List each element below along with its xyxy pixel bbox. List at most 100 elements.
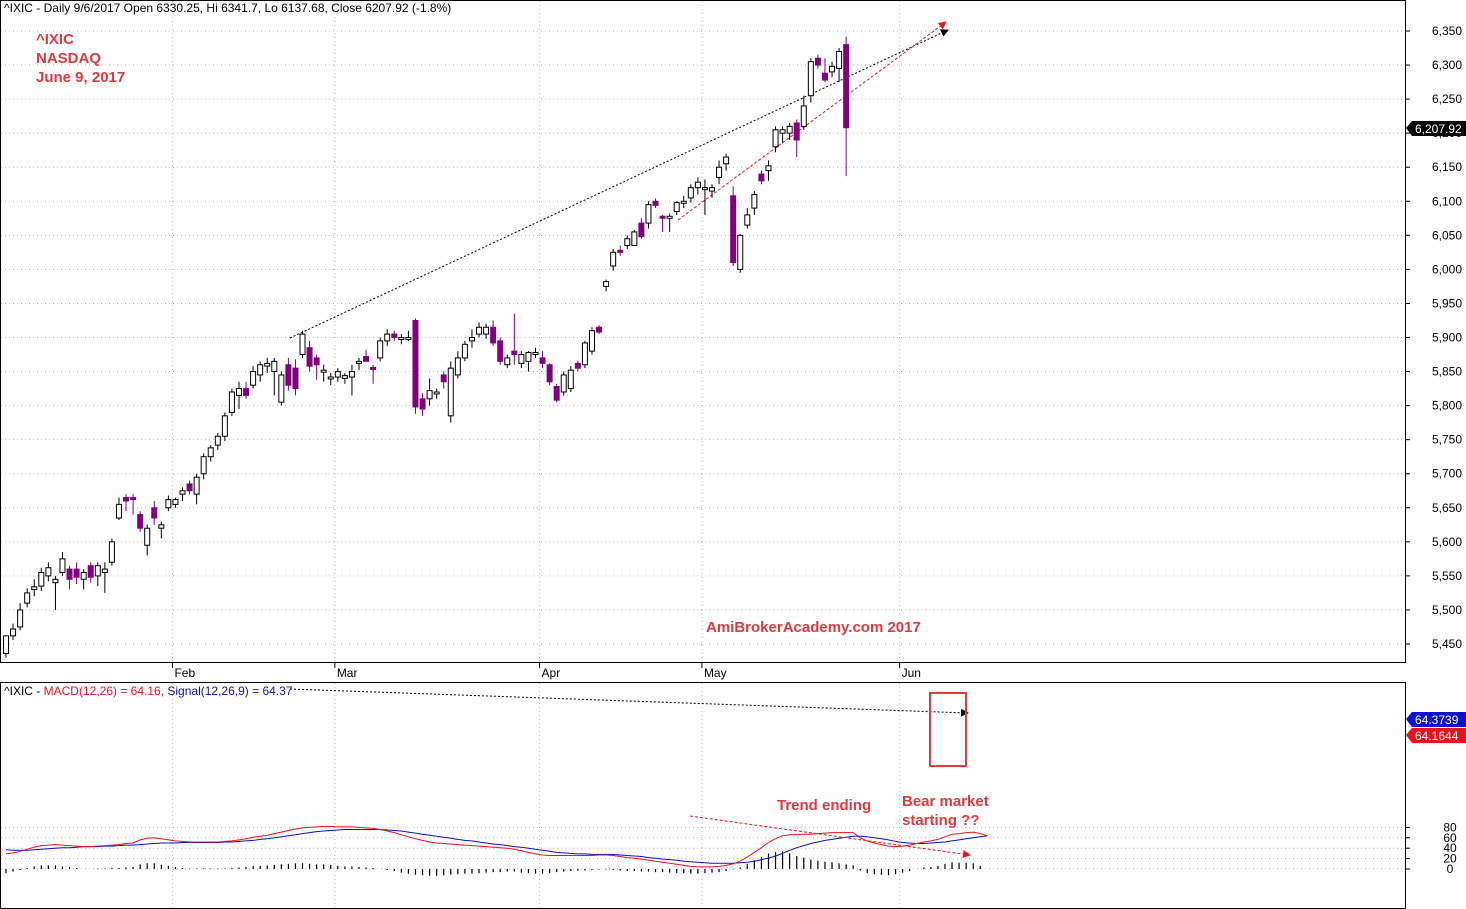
candle-body	[179, 490, 186, 495]
candle	[45, 562, 52, 582]
candlestick-series	[3, 36, 850, 658]
candle	[581, 340, 588, 369]
candle	[172, 497, 179, 508]
last-price-value: 6,207.92	[1415, 122, 1462, 136]
price-tick-label: 6,300	[1432, 58, 1462, 72]
candle-body	[115, 503, 122, 519]
candle	[624, 235, 631, 249]
candle-body	[59, 558, 66, 573]
candle	[123, 494, 130, 512]
candle-body	[829, 65, 836, 73]
candle	[66, 565, 73, 590]
candle	[243, 381, 250, 399]
candle	[694, 177, 701, 195]
candle-body	[539, 357, 546, 364]
candle-body	[483, 326, 490, 335]
candle	[701, 179, 708, 215]
candle-body	[617, 249, 624, 253]
candle	[144, 524, 151, 556]
macd-line	[5, 825, 988, 868]
candle-body	[200, 456, 207, 475]
long-trend-line	[289, 29, 949, 339]
candle	[504, 354, 511, 369]
candle-body	[334, 371, 341, 378]
candle-body	[701, 187, 708, 191]
candle	[398, 334, 405, 345]
candle	[631, 229, 638, 247]
candle-body	[673, 202, 680, 212]
candle-body	[278, 374, 285, 403]
candle	[836, 48, 843, 83]
price-tick-label: 5,450	[1432, 637, 1462, 651]
candle-body	[45, 567, 52, 577]
month-label: Apr	[542, 666, 561, 680]
candle-body	[532, 351, 539, 356]
candle	[271, 357, 278, 396]
candle-body	[567, 369, 574, 390]
price-tick-label: 6,100	[1432, 194, 1462, 208]
macd-tick-label: 20	[1443, 852, 1457, 866]
candle	[235, 381, 242, 410]
candle-body	[807, 61, 814, 97]
candle-body	[363, 356, 370, 362]
signal-value: 64.3739	[1415, 713, 1459, 727]
candle	[709, 184, 715, 198]
candle	[370, 364, 377, 384]
candle-body	[123, 497, 130, 502]
candle-body	[645, 204, 652, 224]
candle	[560, 371, 567, 396]
candle-body	[525, 351, 532, 362]
candle-body	[137, 514, 144, 529]
candle-body	[652, 200, 659, 206]
candle-body	[843, 44, 850, 129]
candle	[468, 329, 475, 348]
index-annotation: NASDAQ	[36, 50, 101, 67]
candle	[115, 497, 122, 521]
candle	[829, 61, 836, 78]
candle-body	[518, 354, 525, 364]
candle	[200, 453, 207, 480]
candle-body	[52, 578, 59, 584]
candle	[334, 368, 341, 382]
candle	[193, 473, 200, 505]
date-annotation: June 9, 2017	[36, 69, 125, 86]
price-tick-label: 5,800	[1432, 399, 1462, 413]
candle	[807, 58, 814, 103]
month-axis: Feb Mar Apr May Jun	[171, 662, 921, 680]
candle-body	[377, 340, 384, 359]
candle-body	[694, 181, 701, 189]
candle-body	[687, 187, 694, 199]
candle-body	[80, 571, 87, 580]
candle-body	[172, 499, 179, 505]
candle	[588, 327, 595, 355]
candle-body	[87, 565, 94, 578]
candle	[320, 364, 327, 382]
candle	[31, 579, 38, 597]
price-tick-label: 5,550	[1432, 569, 1462, 583]
candle-body	[144, 527, 151, 546]
candle	[786, 122, 793, 140]
candle	[666, 213, 673, 232]
candle-body	[412, 319, 419, 408]
candle	[800, 95, 807, 130]
candle	[610, 248, 617, 271]
candle-body	[73, 568, 80, 578]
candle-body	[716, 166, 723, 178]
macd-histogram	[5, 851, 981, 876]
candle-body	[31, 586, 38, 591]
candle-body	[624, 238, 631, 247]
candle	[228, 388, 235, 416]
candle	[285, 357, 292, 391]
candle	[687, 184, 694, 203]
candle	[596, 325, 603, 335]
candle	[793, 119, 800, 158]
candle-body	[235, 388, 242, 396]
candle-body	[285, 364, 292, 386]
candle	[186, 480, 193, 495]
price-tick-label: 6,050	[1432, 228, 1462, 242]
candle	[751, 191, 758, 215]
candle	[723, 153, 730, 171]
candle-body	[574, 362, 581, 369]
price-title: ^IXIC - Daily 9/6/2017 Open 6330.25, Hi …	[4, 1, 451, 15]
